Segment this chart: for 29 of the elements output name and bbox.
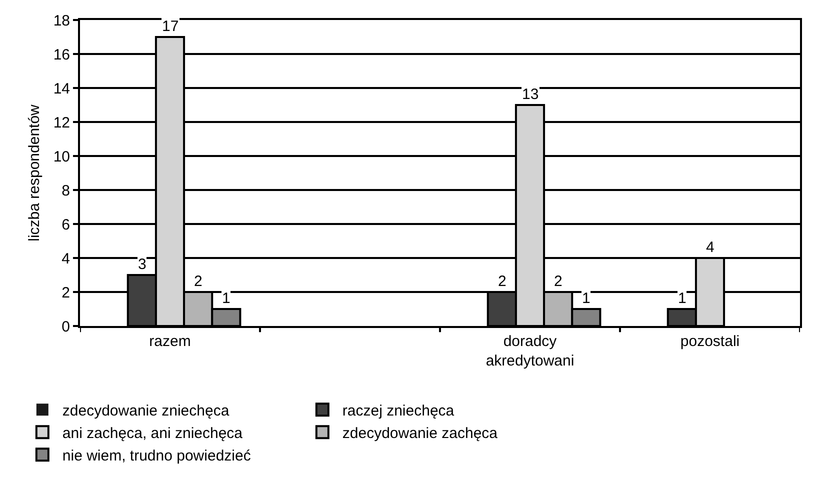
data-label: 3 xyxy=(138,256,146,273)
y-tick-label: 16 xyxy=(53,46,70,64)
data-label: 17 xyxy=(162,18,179,35)
data-label: 1 xyxy=(678,290,686,307)
y-tick-label: 18 xyxy=(53,12,70,30)
legend-label: zdecydowanie zachęca xyxy=(342,424,498,442)
legend-label: raczej zniechęca xyxy=(342,402,455,420)
data-label: 2 xyxy=(498,273,506,290)
y-tick-label: 0 xyxy=(62,318,70,336)
legend-label: zdecydowanie zniechęca xyxy=(62,402,230,420)
y-tick-label: 8 xyxy=(62,182,70,200)
data-label: 2 xyxy=(554,273,562,290)
data-label: 4 xyxy=(706,239,714,256)
x-tick-label: razem xyxy=(149,333,191,350)
legend-label: ani zachęca, ani zniechęca xyxy=(62,424,244,442)
y-tick-label: 14 xyxy=(53,80,70,98)
data-label: 1 xyxy=(222,290,230,307)
x-tick-label: pozostali xyxy=(680,333,740,350)
y-tick-label: 12 xyxy=(53,114,70,132)
legend-label: nie wiem, trudno powiedzieć xyxy=(62,447,252,464)
y-tick-label: 4 xyxy=(62,250,70,268)
data-label: 1 xyxy=(582,290,590,307)
y-tick-label: 6 xyxy=(62,216,70,234)
y-tick-label: 10 xyxy=(53,148,70,166)
y-tick-label: 2 xyxy=(62,284,70,302)
y-axis-title: liczba respondentów xyxy=(26,104,44,242)
x-tick-label: doradcy akredytowani xyxy=(486,333,574,370)
data-label: 2 xyxy=(194,273,202,290)
data-label: 13 xyxy=(522,86,539,103)
